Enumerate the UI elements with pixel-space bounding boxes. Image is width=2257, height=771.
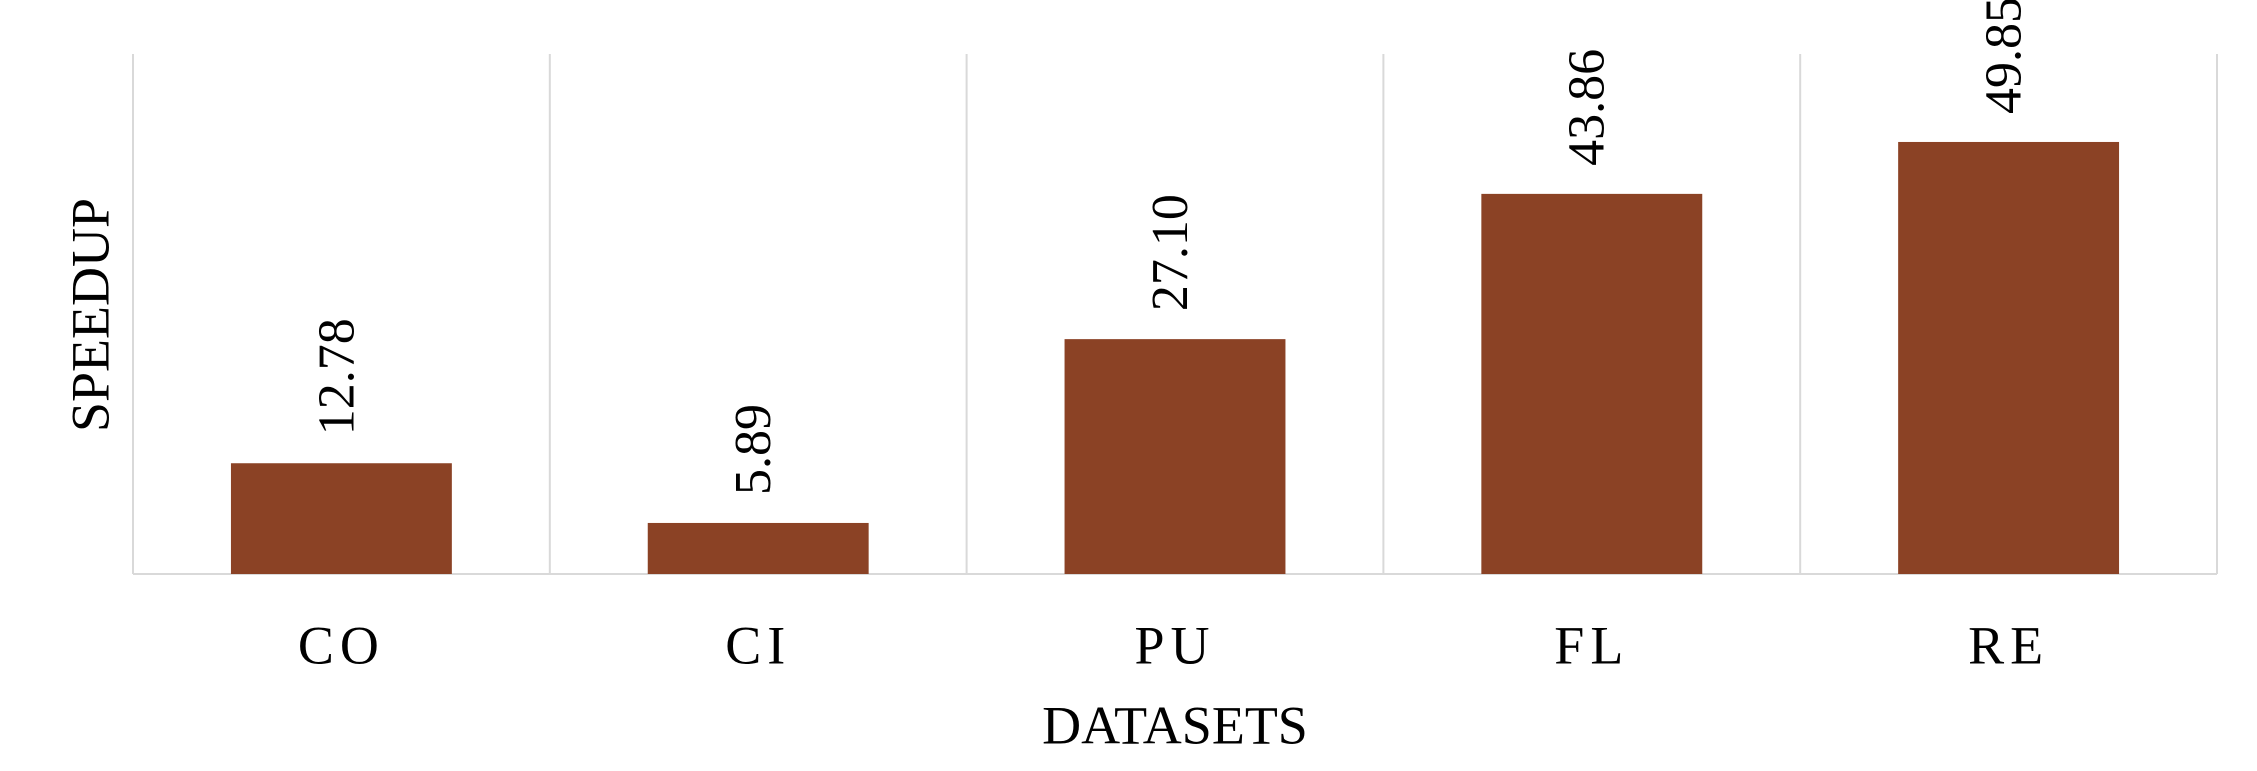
bar (647, 522, 869, 574)
x-tick-label: FL (1554, 615, 1629, 675)
bar (1898, 141, 2120, 574)
data-label: 43.86 (1559, 49, 1616, 166)
bar (1064, 339, 1286, 574)
y-axis-label: SPEEDUP (60, 198, 120, 432)
x-tick-label: RE (1968, 615, 2049, 675)
bar (1481, 193, 1703, 574)
data-label: 12.78 (308, 318, 365, 435)
x-axis-label: DATASETS (1042, 695, 1308, 755)
x-tick-label: CI (725, 615, 791, 675)
data-label: 49.85 (1976, 0, 2033, 114)
x-tick-label: PU (1134, 615, 1215, 675)
x-tick-label: CO (298, 615, 385, 675)
data-label: 5.89 (725, 404, 782, 495)
bar (230, 463, 452, 574)
data-label: 27.10 (1142, 194, 1199, 311)
